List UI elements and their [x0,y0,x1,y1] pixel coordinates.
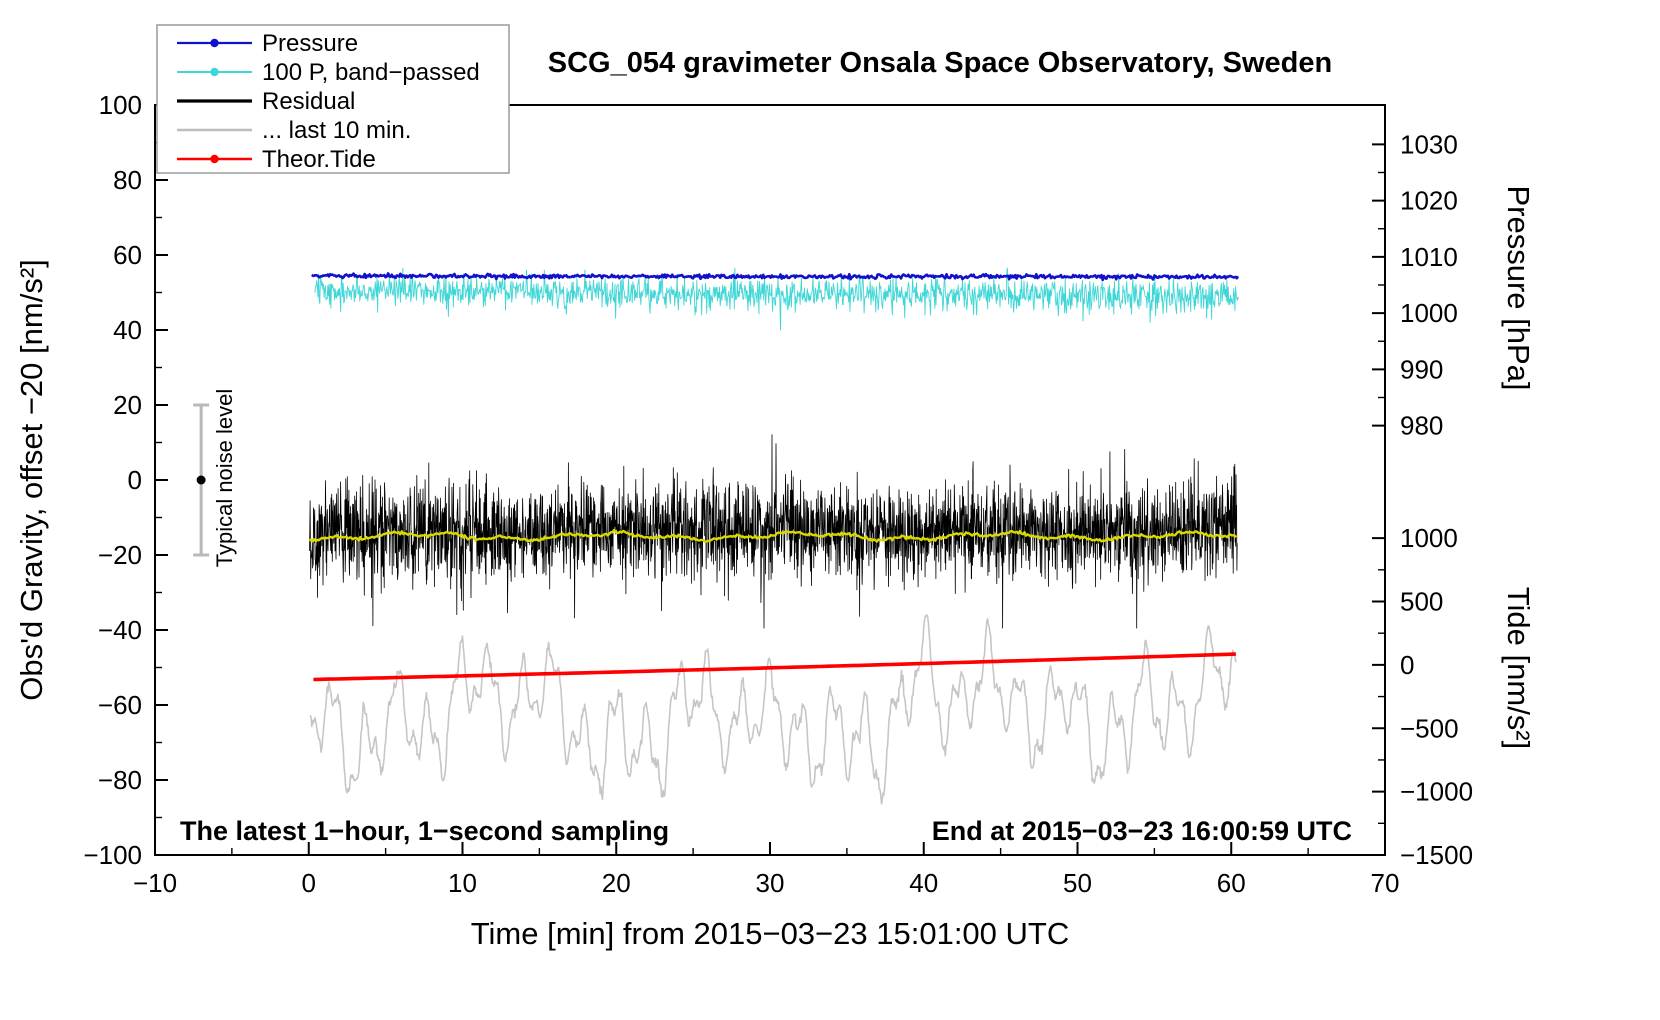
chart-title: SCG_054 gravimeter Onsala Space Observat… [548,47,1332,79]
legend-item: Residual [177,88,355,115]
legend-marker-dot [210,67,219,77]
gravity-tick-label: −80 [98,765,142,795]
annotation-end-time: End at 2015−03−23 16:00:59 UTC [932,816,1352,846]
plot-frame [154,104,1386,856]
series-theoretical-tide [313,652,1236,682]
y-axis-label-tide: Tide [nm/s²] [1501,587,1536,750]
tide-tick-label: −1500 [1400,840,1473,870]
gravity-tick-label: 0 [128,465,142,495]
pressure-tick-label: 980 [1400,411,1443,441]
legend-label: Pressure [262,30,358,57]
x-tick-label: 0 [302,868,316,898]
axes-layer: −10 0 10 20 30 40 50 60 70−100−80−60−40−20020406… [83,90,1473,898]
legend-label: 100 P, band−passed [262,59,480,86]
gravity-tick-label: 80 [113,165,142,195]
series-residual [309,434,1238,629]
y-axis-label-gravity: Obs'd Gravity, offset −20 [nm/s²] [14,259,49,701]
legend-box [156,24,510,174]
pressure-tick-label: 990 [1400,354,1443,384]
x-tick-label: 10 [448,868,477,898]
x-tick-label: 30 [756,868,785,898]
tide-tick-label: 500 [1400,587,1443,617]
gravity-tick-label: −20 [98,540,142,570]
legend-item: Pressure [177,30,358,57]
series-residual-smoothed [308,529,1238,543]
gravity-tick-label: 100 [99,90,142,120]
gravity-tick-label: 60 [113,240,142,270]
legend-item: 100 P, band−passed [177,59,480,86]
gravity-tick-label: 40 [113,315,142,345]
x-tick-label: 70 [1371,868,1400,898]
pressure-tick-label: 1010 [1400,242,1458,272]
annotation-sampling: The latest 1−hour, 1−second sampling [180,816,669,846]
legend-marker-dot [210,38,219,48]
legend-label: Theor.Tide [262,146,376,173]
series-pressure-band-passed [314,267,1240,331]
series-layer [308,267,1240,805]
legend-item: ... last 10 min. [177,117,411,144]
tide-tick-label: −1000 [1400,777,1473,807]
x-tick-label: 20 [602,868,631,898]
gravity-tick-label: −100 [83,840,142,870]
legend-marker-dot [210,154,219,164]
noise-level-dot [196,475,206,485]
series-residual-last-10-min [309,614,1237,805]
legend-label: ... last 10 min. [262,117,411,144]
legend-item: Theor.Tide [177,146,376,173]
legend-label: Residual [262,88,355,115]
tide-tick-label: 0 [1400,650,1414,680]
noise-level-label: Typical noise level [212,389,237,568]
tide-tick-label: 1000 [1400,523,1458,553]
pressure-tick-label: 1000 [1400,298,1458,328]
x-axis-label: Time [min] from 2015−03−23 15:01:00 UTC [471,916,1070,951]
x-tick-label: 40 [909,868,938,898]
y-axis-label-pressure: Pressure [hPa] [1501,185,1536,390]
gravity-tick-label: −40 [98,615,142,645]
x-tick-label: 50 [1063,868,1092,898]
pressure-tick-label: 1020 [1400,186,1458,216]
pressure-tick-label: 1030 [1400,129,1458,159]
tide-tick-label: −500 [1400,713,1459,743]
x-tick-label: 60 [1217,868,1246,898]
series-pressure [311,272,1240,282]
x-tick-label: −10 [133,868,177,898]
noise-level-indicator [193,403,210,557]
gravity-tick-label: 20 [113,390,142,420]
gravity-tick-label: −60 [98,690,142,720]
